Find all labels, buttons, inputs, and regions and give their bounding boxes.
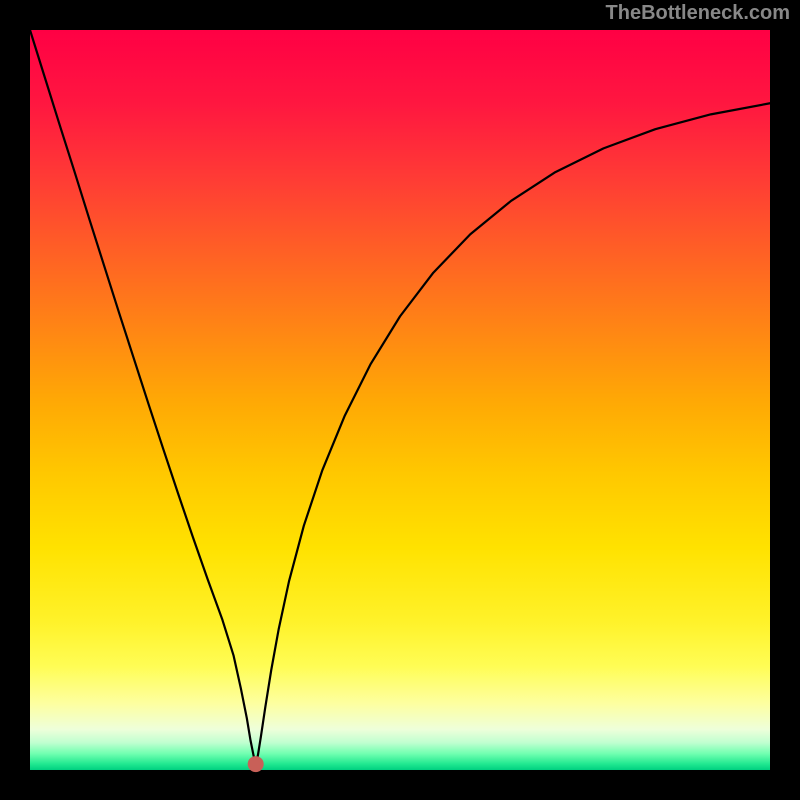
optimal-point-marker [248, 756, 264, 772]
bottleneck-chart [0, 0, 800, 800]
plot-gradient-background [30, 30, 770, 770]
watermark-text: TheBottleneck.com [606, 2, 790, 25]
